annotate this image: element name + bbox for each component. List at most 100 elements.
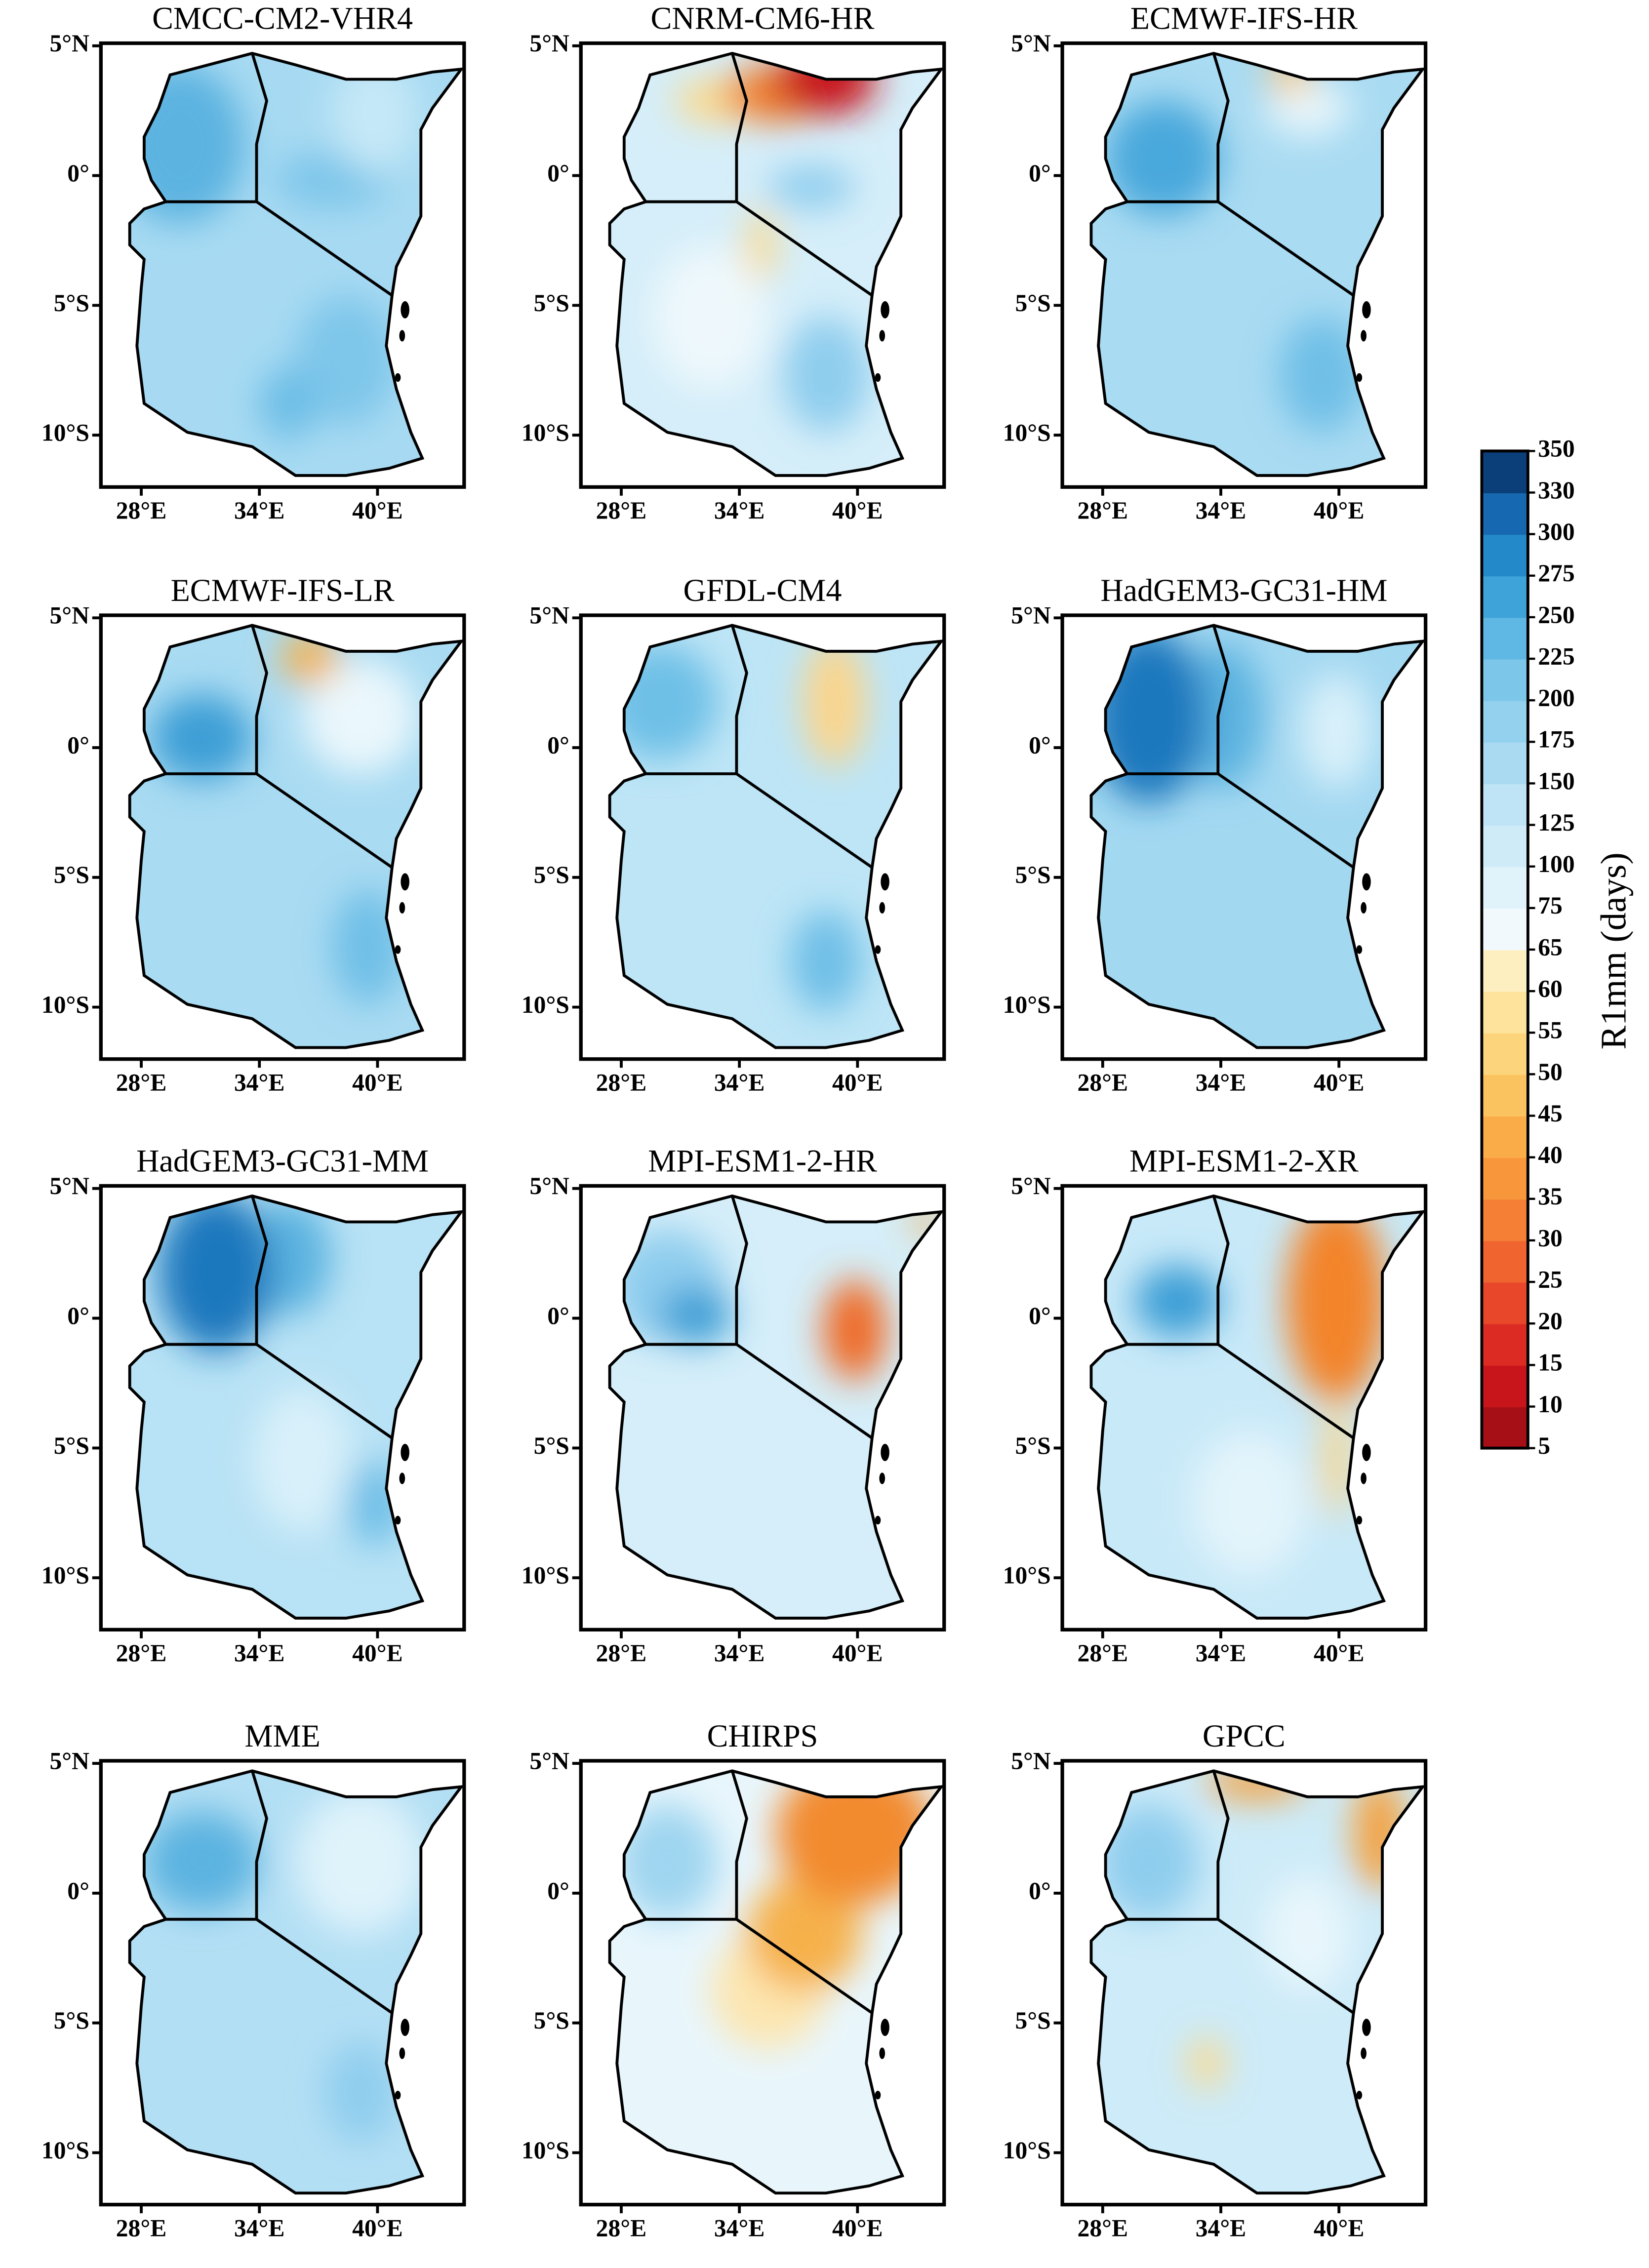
colorbar-tick-label: 350	[1538, 435, 1574, 462]
field	[609, 1771, 941, 2193]
x-tick-label: 40°E	[1314, 497, 1365, 524]
y-tick-label: 0°	[67, 731, 89, 758]
map-panel: GPCC 28°E 34°E 40°E 5°N 0° 5°S 10°S	[1003, 1718, 1428, 2242]
island	[401, 301, 409, 318]
x-tick-label: 40°E	[1314, 1069, 1365, 1096]
colorbar-segment	[1482, 1198, 1528, 1241]
island	[399, 902, 405, 914]
field-blob	[1268, 53, 1312, 94]
coastline	[608, 51, 945, 477]
island	[1361, 330, 1367, 342]
colorbar-tick-label: 25	[1538, 1266, 1563, 1293]
y-tick-label: 10°S	[1003, 991, 1051, 1018]
colorbar-segment	[1482, 1365, 1528, 1407]
y-tick-label: 5°S	[1015, 289, 1050, 317]
field-blob	[1192, 1431, 1308, 1575]
x-tick-label: 28°E	[596, 2215, 647, 2242]
field-blob	[324, 2041, 397, 2143]
x-tick-label: 40°E	[1314, 1639, 1365, 1667]
colorbar-tick-label: 250	[1538, 601, 1574, 628]
y-tick-label: 0°	[547, 159, 569, 187]
frame	[579, 613, 946, 1061]
island	[879, 1472, 885, 1484]
frame	[99, 1184, 466, 1631]
colorbar-tick-label: 330	[1538, 477, 1574, 504]
field	[609, 625, 941, 1048]
y-tick-label: 10°S	[41, 419, 89, 446]
land-fill	[129, 625, 461, 1048]
colorbar-segment	[1482, 492, 1528, 535]
field	[1091, 53, 1423, 476]
colorbar-tick-label: 15	[1538, 1349, 1563, 1376]
field-blobs	[144, 1790, 426, 2143]
colorbar-segment	[1482, 783, 1528, 826]
island	[875, 945, 881, 954]
island	[395, 2091, 401, 2100]
y-tick-label: 5°S	[54, 861, 89, 888]
colorbar-segment	[1482, 825, 1528, 868]
island	[875, 1515, 881, 1525]
field-blob	[1264, 1876, 1351, 1991]
island	[395, 1515, 401, 1525]
field-blob	[144, 1811, 260, 1912]
island	[875, 2091, 881, 2100]
island	[1356, 2091, 1363, 2100]
field-blobs	[1134, 1200, 1387, 1575]
colorbar-tick-label: 65	[1538, 933, 1563, 960]
border	[165, 1343, 393, 1439]
colorbar-tick-label: 175	[1538, 726, 1574, 753]
field-blob	[823, 1279, 887, 1381]
island	[1361, 902, 1367, 914]
colorbar-tick-label: 45	[1538, 1100, 1563, 1127]
y-tick-label: 0°	[547, 731, 569, 758]
frame	[1060, 41, 1428, 489]
y-tick-label: 5°S	[1015, 1432, 1050, 1459]
x-tick-label: 28°E	[116, 1639, 167, 1667]
coastline	[608, 624, 945, 1049]
field-blobs	[1105, 53, 1366, 433]
y-tick-label: 5°N	[49, 1747, 89, 1774]
colorbar-label: R1mm (days)	[1594, 852, 1634, 1049]
field	[609, 53, 941, 476]
coastline	[1089, 1769, 1426, 2195]
map-panel: MPI-ESM1-2-HR 28°E 34°E 40°E 5°N 0° 5°S 10°S	[522, 1144, 946, 1667]
field	[129, 625, 461, 1048]
field-blob	[1134, 1265, 1221, 1337]
colorbar-tick-label: 55	[1538, 1017, 1563, 1044]
x-tick-label: 34°E	[714, 1639, 765, 1667]
colorbar-segment	[1482, 1406, 1528, 1449]
field-blob	[790, 911, 862, 1012]
x-tick-label: 28°E	[116, 2215, 167, 2242]
coastline	[128, 1769, 465, 2195]
island	[1362, 2019, 1371, 2036]
island	[881, 1443, 889, 1461]
field-blob	[746, 209, 776, 281]
map-panel: CNRM-CM6-HR 28°E 34°E 40°E 5°N 0° 5°S 10°S	[522, 1, 946, 524]
colorbar-tick-label: 30	[1538, 1224, 1563, 1251]
field	[1091, 1195, 1423, 1618]
field-blob	[1189, 2037, 1224, 2090]
x-tick-label: 34°E	[1196, 497, 1247, 524]
x-tick-label: 40°E	[352, 2215, 403, 2242]
border	[1212, 53, 1230, 202]
field	[129, 1195, 461, 1618]
map-panel: HadGEM3-GC31-HM 28°E 34°E 40°E 5°N 0° 5°S 10°S	[1003, 573, 1428, 1096]
frame	[579, 41, 946, 489]
coastline	[1089, 624, 1426, 1049]
y-tick-label: 5°S	[1015, 2007, 1050, 2034]
island	[1362, 1443, 1371, 1461]
field-blobs	[159, 1195, 404, 1547]
map-panel: HadGEM3-GC31-MM 28°E 34°E 40°E 5°N 0° 5°S 10°S	[41, 1144, 466, 1667]
colorbar-tick-label: 50	[1538, 1058, 1563, 1085]
y-tick-label: 5°N	[1011, 30, 1051, 57]
island	[401, 873, 409, 891]
island	[879, 902, 885, 914]
panel-title: CHIRPS	[707, 1718, 818, 1753]
field	[1091, 1771, 1423, 2193]
x-tick-label: 34°E	[1196, 1069, 1247, 1096]
x-tick-label: 28°E	[116, 1069, 167, 1096]
border	[730, 1770, 748, 1919]
panel-title: HadGEM3-GC31-MM	[136, 1144, 429, 1179]
